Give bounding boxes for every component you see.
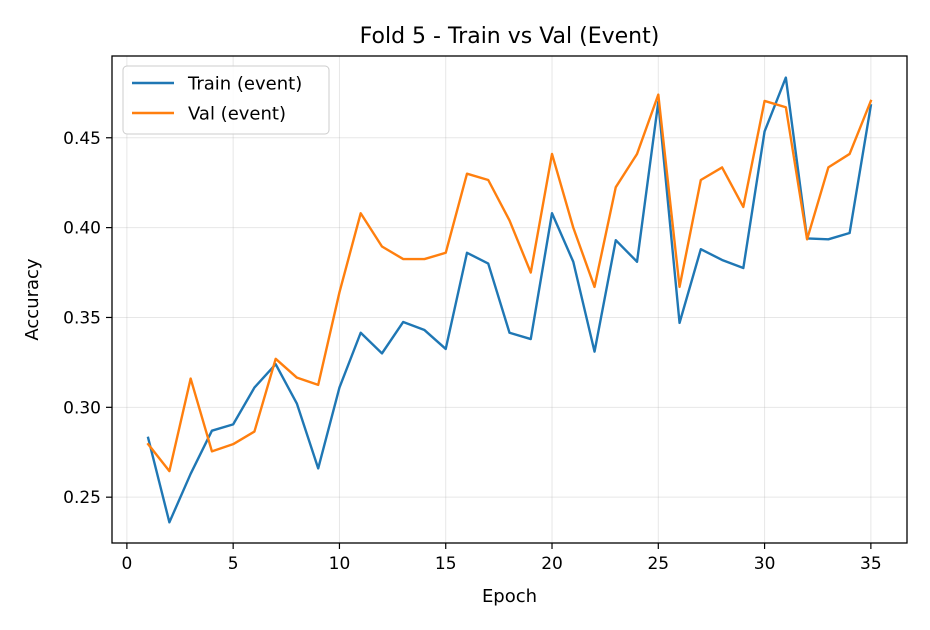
y-tick-label: 0.35 — [63, 308, 101, 328]
x-tick-label: 30 — [754, 554, 776, 574]
legend-label-train: Train (event) — [187, 74, 302, 95]
series-line-train — [146, 76, 873, 524]
y-tick-label: 0.30 — [63, 398, 101, 418]
y-axis-label: Accuracy — [22, 258, 43, 341]
x-tick-label: 20 — [541, 554, 563, 574]
axis-ticks: 0 5 10 15 20 25 30 35 0.25 0.30 0.35 0.40 0.45 — [63, 129, 882, 574]
series-line-val — [146, 93, 873, 473]
x-tick-label: 25 — [647, 554, 669, 574]
x-tick-label: 15 — [435, 554, 457, 574]
legend-box — [122, 65, 330, 135]
series-layer — [146, 76, 873, 524]
y-tick-label: 0.40 — [63, 219, 101, 239]
x-tick-label: 0 — [121, 554, 132, 574]
x-tick-label: 5 — [228, 554, 239, 574]
x-tick-label: 10 — [329, 554, 351, 574]
y-tick-label: 0.45 — [63, 129, 101, 149]
x-tick-label: 35 — [860, 554, 882, 574]
y-tick-label: 0.25 — [63, 488, 101, 508]
x-axis-label: Epoch — [482, 586, 537, 607]
legend-label-val: Val (event) — [188, 104, 286, 125]
plot-area-frame — [111, 55, 908, 544]
grid — [112, 56, 907, 543]
chart-title: Fold 5 - Train vs Val (Event) — [360, 24, 660, 49]
legend: Train (event) Val (event) — [122, 65, 330, 135]
